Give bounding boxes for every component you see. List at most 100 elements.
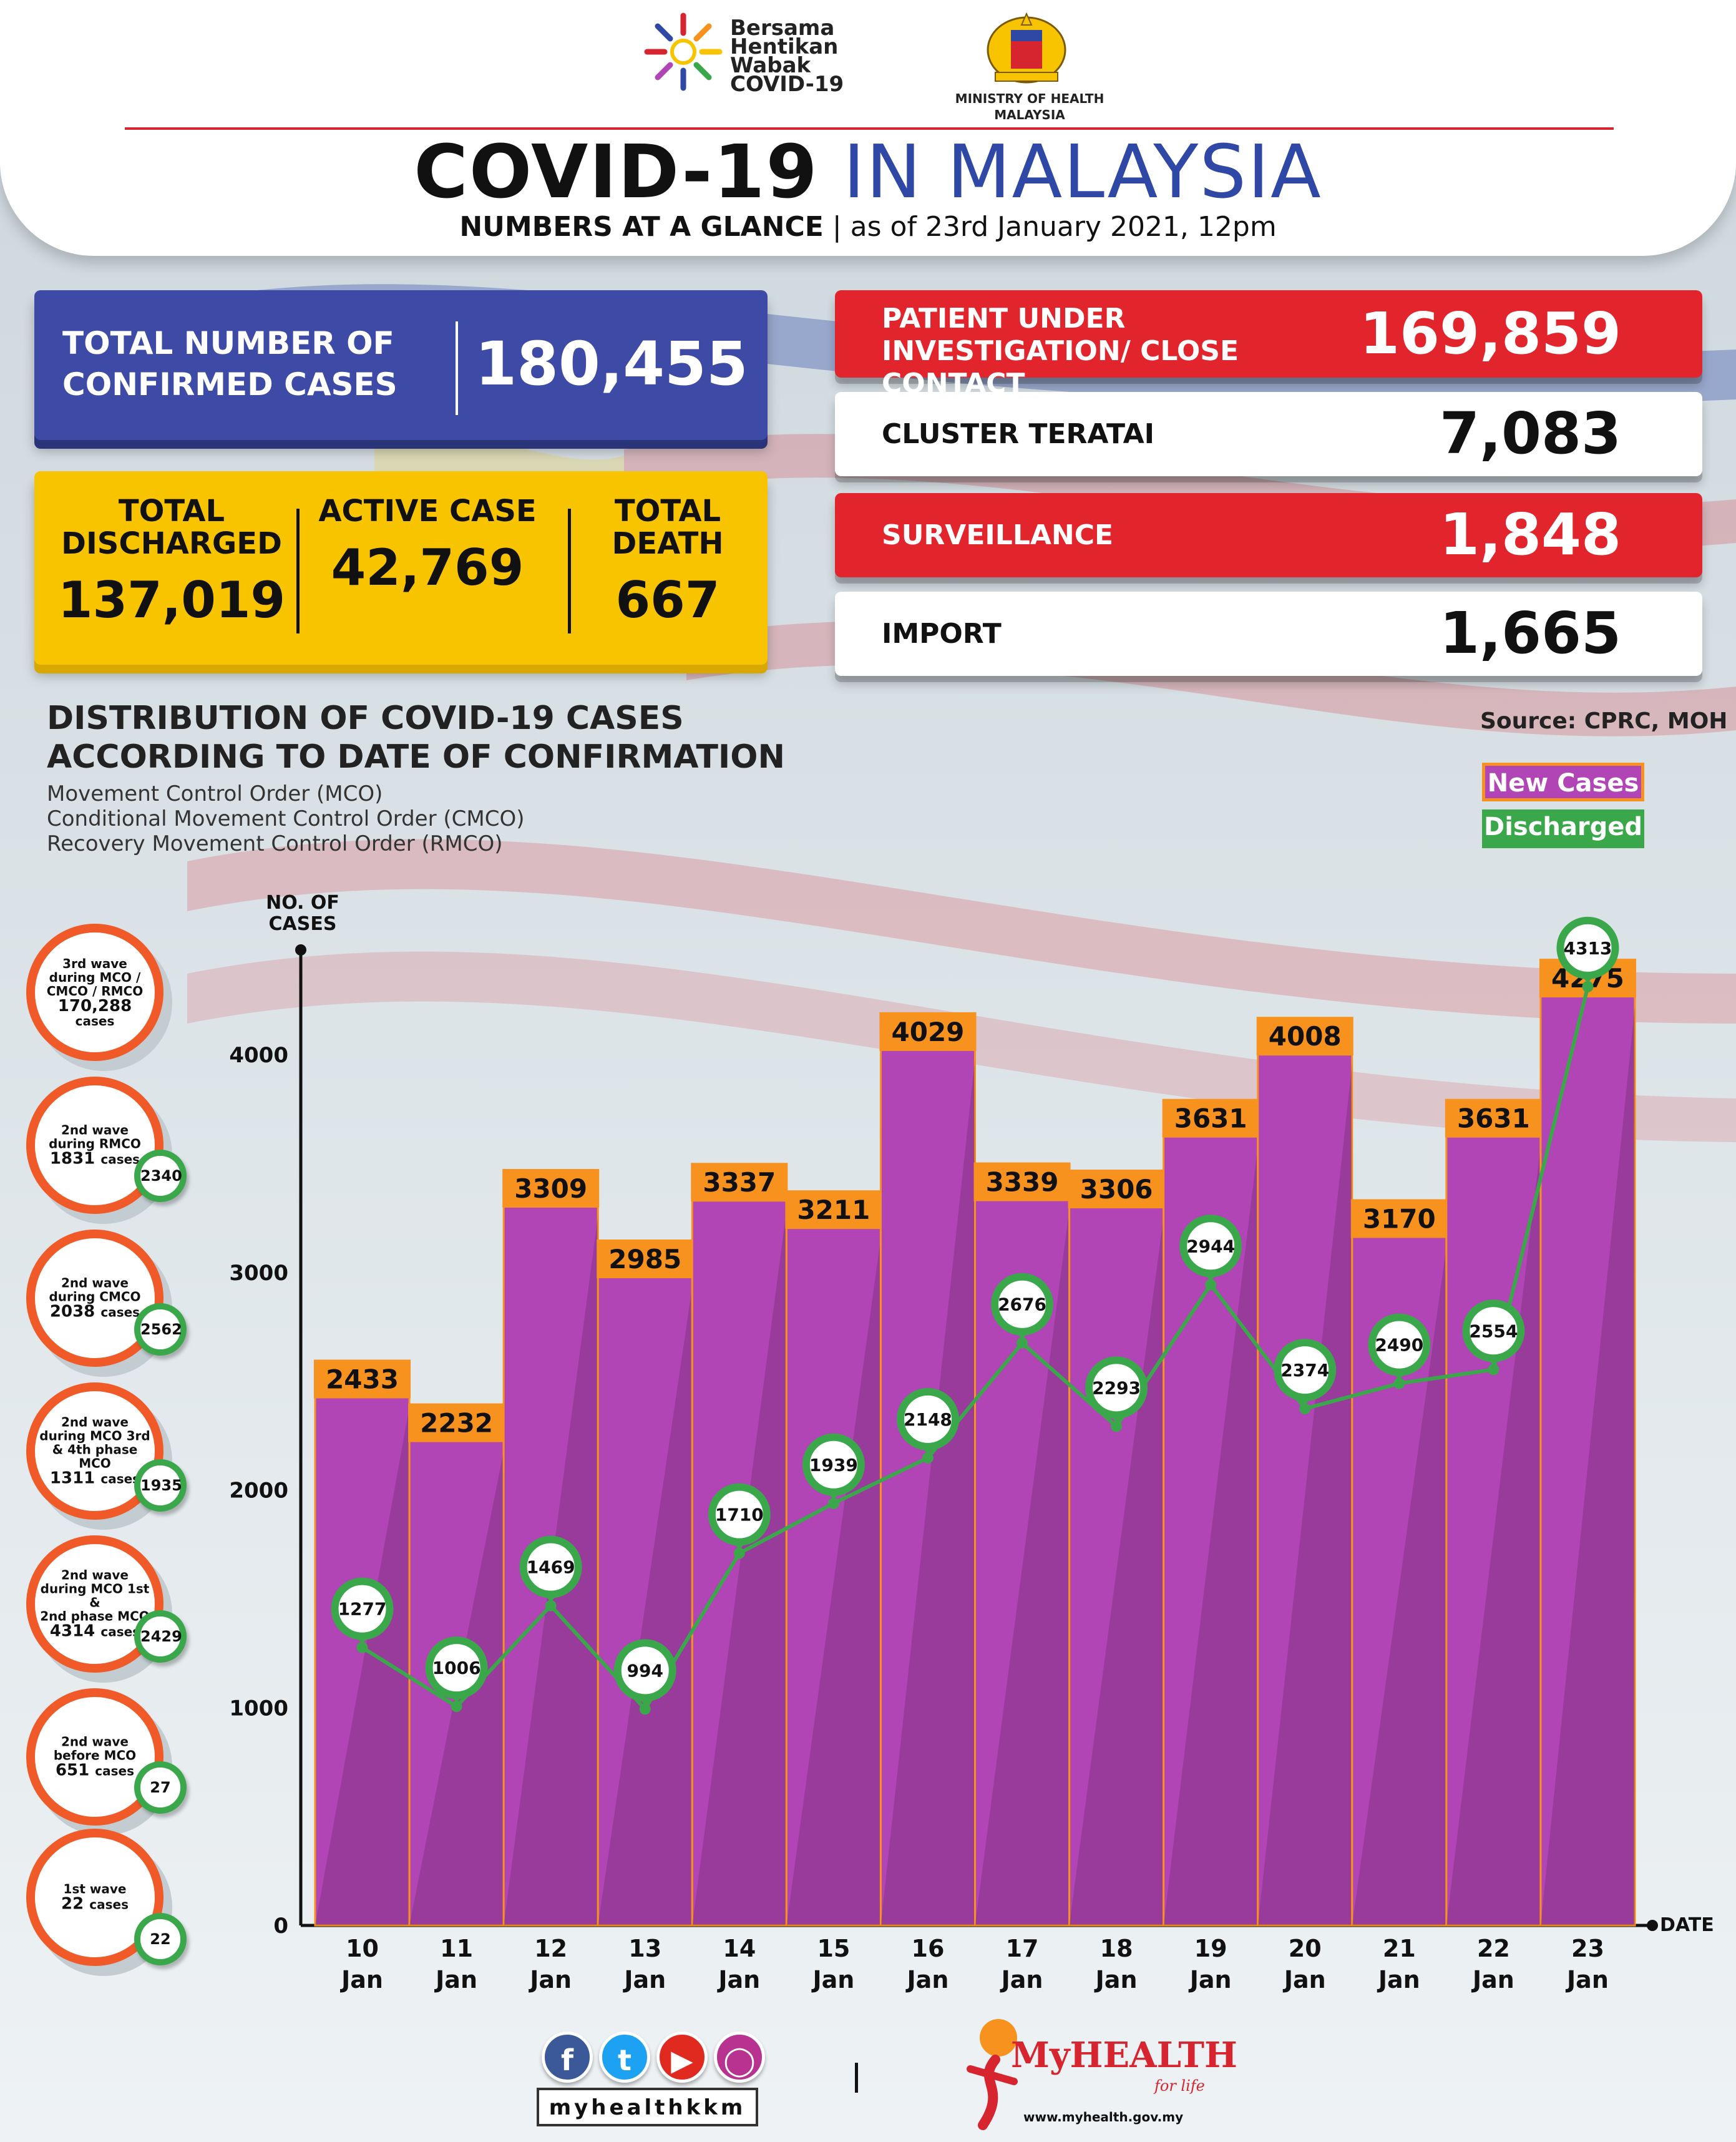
bar-label-bg — [1068, 1170, 1165, 1209]
discharged-marker — [519, 1535, 582, 1598]
chart-title-line1: DISTRIBUTION OF COVID-19 CASES — [47, 700, 684, 737]
x-axis-cap — [1647, 1920, 1658, 1931]
category-label: IMPORT — [882, 618, 1002, 650]
wave-cases: 4314 cases — [35, 1623, 155, 1640]
bar-label: 4008 — [1269, 1021, 1342, 1052]
wave-cases: 1311 cases — [35, 1470, 155, 1487]
x-tick-label: Jan — [1188, 1966, 1232, 1993]
wave-line: before MCO — [53, 1748, 137, 1763]
category-label: CLUSTER TERATAI — [882, 418, 1155, 450]
bar — [1068, 1205, 1165, 1927]
y-tick-label: 2000 — [229, 1479, 288, 1504]
active-label: ACTIVE CASE — [318, 494, 537, 529]
bar-label: 3170 — [1363, 1203, 1436, 1234]
discharged-marker — [1179, 1215, 1242, 1278]
y-axis-title: NO. OF CASES — [266, 892, 339, 935]
bar-shade — [880, 1059, 975, 1925]
discharged-label: 994 — [627, 1660, 663, 1681]
source-note: Source: CPRC, MOH — [1480, 708, 1728, 734]
bar-shade — [786, 1238, 881, 1925]
bar-label: 2232 — [420, 1408, 493, 1439]
wave-unit: cases — [100, 1304, 140, 1320]
category-value: 1,665 — [1439, 600, 1621, 667]
social-handle[interactable]: myhealthkkm — [537, 2088, 758, 2126]
myhealth-figure-icon — [967, 2019, 1018, 2130]
discharged-marker — [331, 1577, 394, 1640]
chart-title: DISTRIBUTION OF COVID-19 CASES ACCORDING… — [47, 699, 785, 776]
bar — [1539, 994, 1636, 1927]
cmco-text: Conditional Movement Control Order (CMCO… — [47, 806, 525, 831]
discharged-point — [545, 1600, 557, 1611]
y-tick-label: 4000 — [229, 1043, 288, 1068]
x-tick-label: Jan — [1471, 1966, 1514, 1993]
bar-label-bg — [1445, 1098, 1542, 1138]
x-tick-label: 10 — [346, 1935, 379, 1962]
x-tick-label: 13 — [628, 1935, 661, 1962]
wave-line: during MCO 1st & — [40, 1581, 150, 1610]
bar-label-bg — [973, 1162, 1071, 1201]
wave-discharged-badge: 2429 — [134, 1610, 187, 1663]
x-tick-label: Jan — [1000, 1966, 1043, 1993]
bar-shade — [1352, 1246, 1446, 1925]
header: Bersama Hentikan Wabak COVID-19 MINISTRY… — [0, 0, 1736, 256]
discharged-point — [1299, 1403, 1311, 1415]
youtube-icon[interactable]: ▶ — [656, 2032, 708, 2083]
wave-discharged-badge: 22 — [134, 1913, 187, 1965]
wave-line: during CMCO — [49, 1289, 141, 1304]
x-tick-label: 22 — [1477, 1935, 1510, 1962]
discharged-marker — [991, 1273, 1054, 1336]
bar-label: 2985 — [608, 1244, 681, 1274]
twitter-icon[interactable]: t — [599, 2032, 650, 2083]
instagram-icon[interactable]: ◯ — [714, 2032, 765, 2083]
discharged-label: 1277 — [338, 1599, 387, 1620]
discharged-label: 1939 — [809, 1455, 858, 1475]
rmco-text: Recovery Movement Control Order (RMCO) — [47, 831, 503, 856]
x-tick-label: 19 — [1194, 1935, 1227, 1962]
y-tick-label: 1000 — [229, 1696, 288, 1721]
mco-text: Movement Control Order (MCO) — [47, 781, 383, 806]
discharged-label: 2374 — [1280, 1360, 1329, 1381]
confirmed-value: 180,455 — [475, 329, 748, 399]
bar-shade — [975, 1210, 1070, 1925]
bar-label-bg — [1256, 1017, 1353, 1056]
legend-new-cases: New Cases — [1482, 763, 1644, 801]
facebook-icon[interactable]: f — [542, 2032, 593, 2083]
bar-label: 3631 — [1457, 1103, 1530, 1134]
category-value: 169,859 — [1359, 300, 1621, 367]
bar-shade — [1163, 1146, 1258, 1925]
category-surveillance-box: SURVEILLANCE 1,848 — [835, 493, 1702, 577]
myhealth-tagline: for life — [1154, 2077, 1205, 2095]
chart-title-line2: ACCORDING TO DATE OF CONFIRMATION — [47, 738, 785, 776]
outcome-box: TOTAL DISCHARGED 137,019 ACTIVE CASE 42,… — [34, 471, 768, 665]
bar-label-bg — [1350, 1199, 1448, 1238]
discharged-label: 2944 — [1186, 1236, 1235, 1256]
ministry-crest-icon — [987, 12, 1066, 84]
x-tick-label: Jan — [622, 1966, 666, 1993]
outcome-divider — [296, 509, 300, 633]
x-tick-label: 15 — [817, 1935, 850, 1962]
wave-line: & 4th phase MCO — [52, 1442, 138, 1471]
subtitle-date: | as of 23rd January 2021, 12pm — [832, 211, 1277, 243]
header-divider — [125, 127, 1614, 130]
myhealth-url[interactable]: www.myhealth.gov.my — [1023, 2110, 1184, 2125]
x-axis-title: DATE — [1660, 1914, 1714, 1936]
wave-cases: 2038 cases — [35, 1304, 155, 1321]
y-tick-label: 3000 — [229, 1261, 288, 1286]
wave-unit: cases — [100, 1471, 140, 1487]
x-tick-label: 16 — [912, 1935, 945, 1962]
x-tick-label: 12 — [534, 1935, 567, 1962]
wave-line: 2nd wave — [61, 1275, 129, 1291]
footer-divider — [855, 2063, 858, 2093]
discharged-point — [451, 1701, 462, 1713]
discharged-label: 1006 — [432, 1658, 481, 1678]
y-tick-label: 0 — [273, 1914, 288, 1939]
x-tick-label: Jan — [1094, 1966, 1138, 1993]
category-import-box: IMPORT 1,665 — [835, 592, 1702, 676]
wave-discharged-badge: 1935 — [134, 1459, 187, 1512]
legend-discharged: Discharged — [1482, 809, 1644, 848]
category-cluster-box: CLUSTER TERATAI 7,083 — [835, 392, 1702, 476]
x-tick-label: Jan — [716, 1966, 760, 1993]
x-tick-label: 20 — [1289, 1935, 1322, 1962]
x-tick-label: 17 — [1006, 1935, 1039, 1962]
